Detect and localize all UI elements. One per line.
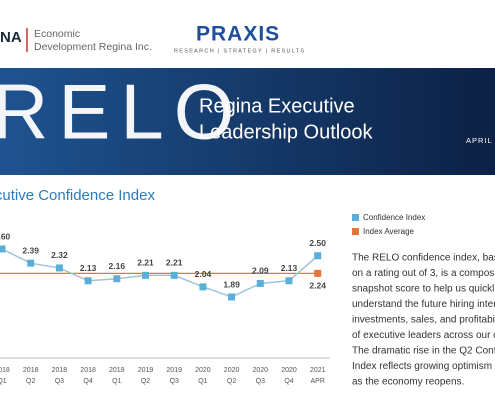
x-tick-label: 2018 Q3 [52,367,68,385]
x-tick-label: 2019 Q3 [166,367,182,385]
org-line: Economic [34,28,80,40]
index-line [1,248,319,298]
index-marker [27,259,35,267]
index-marker [170,271,178,279]
body-text: as the economy reopens. [352,377,464,388]
data-label: 2.13 [281,263,298,273]
index-marker [84,277,92,285]
body-text: understand the future hiring inter [352,299,495,310]
legend-swatch [352,228,359,235]
data-label: 2.16 [109,261,126,271]
index-marker [228,293,236,301]
logo-left: NA [0,29,22,46]
org-line: Development Regina Inc. [34,41,152,53]
x-tick-label: 2018Q1 [0,367,10,385]
body-text: The dramatic rise in the Q2 Confi [352,346,495,357]
data-label: 2.60 [0,231,11,241]
body-text: investments, sales, and profitabil [352,315,495,326]
legend-label: Index Average [363,227,415,236]
index-marker [256,279,264,287]
data-label: 2.13 [80,263,97,273]
average-marker [314,269,322,277]
data-label: 1.89 [223,279,240,289]
body-text: on a rating out of 3, is a compos [352,268,494,279]
body-text: Index reflects growing optimism [352,361,492,372]
x-tick-label: 2019 Q2 [138,367,154,385]
x-tick-label: 2021 APR [310,367,326,385]
body-text: The RELO confidence index, bas [352,253,495,264]
data-label: 2.21 [166,258,183,268]
data-label: 2.21 [137,258,154,268]
x-tick-label: 2020 Q2 [224,367,240,385]
banner [0,68,495,175]
index-marker [285,277,293,285]
x-tick-label: 2020 Q4 [281,367,297,385]
index-marker [199,283,207,291]
data-label: 2.04 [195,269,212,279]
x-tick-label: 2018 Q2 [23,367,39,385]
chart-title: Executive Confidence Index [0,187,155,204]
data-label: 2.09 [252,266,269,276]
banner-title: Regina Executive [199,95,355,117]
body-text: snapshot score to help us quickl [352,284,494,295]
banner-acronym: RELO [0,68,244,156]
data-label: 2.50 [309,238,326,248]
x-tick-label: 2018 Q4 [80,367,96,385]
legend-swatch [352,214,359,221]
index-marker [314,252,322,260]
data-label: 2.32 [51,250,68,260]
index-marker [55,264,63,272]
banner-date: APRIL 2 [466,136,495,145]
legend-label: Confidence Index [363,213,425,222]
logo-right: PRAXIS [196,23,280,46]
body-text: of executive leaders across our c [352,330,495,341]
data-label: 2.39 [22,245,39,255]
average-label: 2.24 [309,281,326,291]
x-tick-label: 2020 Q3 [253,367,269,385]
banner-title: Leadership Outlook [199,121,373,143]
index-marker [142,271,149,279]
index-marker [0,245,6,253]
index-marker [113,275,121,283]
tagline: RESEARCH | STRATEGY | RESULTS [174,48,305,54]
x-tick-label: 2020 Q1 [195,367,211,385]
x-tick-label: 2019 Q1 [109,367,125,385]
